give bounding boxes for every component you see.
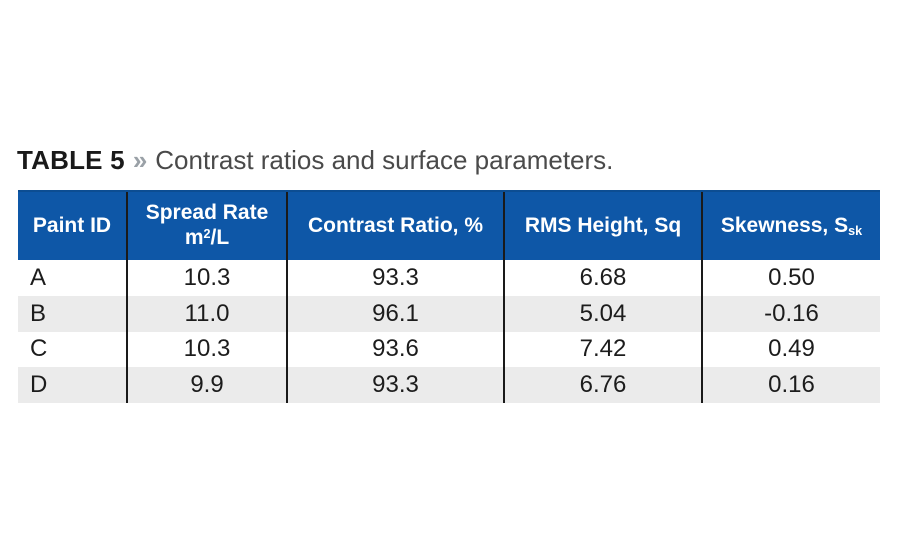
column-header-skewness: Skewness, Ssk [720,213,863,239]
cell-B-spread-rate: 11.0 [128,295,288,332]
cell-C-rms-height: 7.42 [505,331,703,368]
cell-D-spread-rate: 9.9 [128,367,288,403]
column-header-spread-rate: Spread Rate m2/L [128,192,288,260]
table-header-row: Paint ID Spread Rate m2/L Contrast Ratio, %… [18,190,880,260]
table-caption-label: TABLE 5 [17,145,125,175]
data-table: Paint ID Spread Rate m2/L Contrast Ratio, %… [18,190,880,403]
table-row-B: B 11.0 96.1 5.04 -0.16 [18,295,880,332]
cell-D-contrast-ratio: 93.3 [288,367,505,403]
cell-B-contrast-ratio: 96.1 [288,295,505,332]
table-row-D: D 9.9 93.3 6.76 0.16 [18,367,880,403]
double-chevron-icon: » [132,145,148,175]
table-row-A: A 10.3 93.3 6.68 0.50 [18,260,880,296]
column-header-paint-id: Paint ID [18,192,128,260]
cell-C-contrast-ratio: 93.6 [288,331,505,368]
cell-B-paint-id: B [18,295,128,332]
column-header-rms-height: RMS Height, Sq [505,192,703,260]
table-body: A 10.3 93.3 6.68 0.50 B 11.0 96.1 5.04 -0.16 C 10.3… [18,260,880,403]
cell-C-skewness: 0.49 [768,335,815,363]
cell-D-rms-height: 6.76 [505,367,703,403]
table-caption: TABLE 5 » Contrast ratios and surface pa… [17,145,613,176]
table-row-C: C 10.3 93.6 7.42 0.49 [18,331,880,368]
cell-C-paint-id: C [18,331,128,368]
cell-D-paint-id: D [18,367,128,403]
cell-B-skewness: -0.16 [764,299,819,327]
cell-A-paint-id: A [18,260,128,296]
table-caption-text: Contrast ratios and surface parameters. [155,145,614,175]
cell-A-rms-height: 6.68 [505,260,703,296]
cell-B-rms-height: 5.04 [505,295,703,332]
cell-A-contrast-ratio: 93.3 [288,260,505,296]
cell-C-spread-rate: 10.3 [128,331,288,368]
column-header-contrast-ratio: Contrast Ratio, % [288,192,505,260]
cell-D-skewness: 0.16 [768,371,815,399]
cell-A-spread-rate: 10.3 [128,260,288,296]
cell-A-skewness: 0.50 [768,263,815,291]
